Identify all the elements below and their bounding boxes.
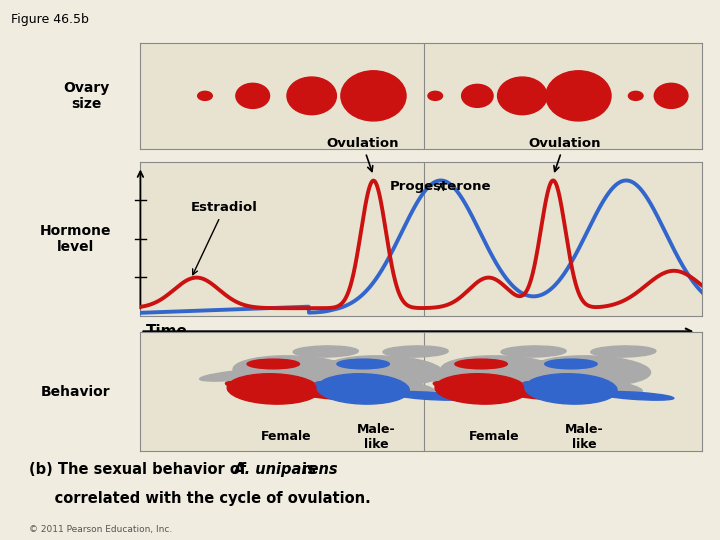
Ellipse shape — [498, 77, 547, 114]
Ellipse shape — [233, 376, 287, 393]
Text: Ovulation: Ovulation — [528, 137, 600, 172]
Ellipse shape — [591, 346, 656, 357]
Ellipse shape — [523, 382, 567, 394]
Ellipse shape — [323, 376, 377, 393]
Text: (b) The sexual behavior of: (b) The sexual behavior of — [29, 462, 251, 477]
Text: correlated with the cycle of ovulation.: correlated with the cycle of ovulation. — [29, 491, 371, 507]
Ellipse shape — [462, 84, 493, 107]
Text: Hormone
level: Hormone level — [40, 224, 112, 254]
Text: Behavior: Behavior — [41, 384, 110, 399]
Ellipse shape — [455, 359, 508, 369]
Ellipse shape — [198, 91, 212, 100]
Ellipse shape — [441, 356, 561, 386]
Ellipse shape — [531, 376, 585, 393]
Text: Ovulation: Ovulation — [326, 137, 398, 172]
Ellipse shape — [228, 374, 320, 404]
Ellipse shape — [289, 369, 372, 381]
Ellipse shape — [233, 356, 353, 386]
Ellipse shape — [441, 376, 495, 393]
Ellipse shape — [433, 382, 477, 394]
Ellipse shape — [383, 346, 448, 357]
Ellipse shape — [525, 374, 617, 404]
Text: Estradiol: Estradiol — [191, 201, 258, 275]
Ellipse shape — [247, 359, 300, 369]
Ellipse shape — [654, 83, 688, 109]
Text: © 2011 Pearson Education, Inc.: © 2011 Pearson Education, Inc. — [29, 524, 172, 534]
Ellipse shape — [531, 356, 651, 386]
Ellipse shape — [225, 382, 269, 394]
Ellipse shape — [428, 91, 443, 100]
Text: is: is — [297, 462, 315, 477]
Ellipse shape — [509, 392, 584, 400]
Ellipse shape — [501, 346, 566, 357]
Ellipse shape — [199, 369, 282, 381]
Ellipse shape — [629, 91, 643, 100]
Ellipse shape — [317, 374, 409, 404]
Text: Progesterone: Progesterone — [390, 180, 492, 193]
Text: Male-
like: Male- like — [564, 423, 603, 451]
Ellipse shape — [281, 377, 345, 393]
Ellipse shape — [371, 377, 434, 393]
Ellipse shape — [323, 356, 443, 386]
Text: Ovary
size: Ovary size — [63, 81, 109, 111]
Text: Figure 46.5b: Figure 46.5b — [11, 14, 89, 26]
Text: Female: Female — [469, 430, 520, 443]
Text: A. uniparens: A. uniparens — [234, 462, 338, 477]
Text: Time: Time — [146, 324, 188, 339]
Text: Female: Female — [261, 430, 312, 443]
Ellipse shape — [337, 359, 390, 369]
Ellipse shape — [599, 392, 674, 400]
Ellipse shape — [578, 377, 642, 393]
Ellipse shape — [302, 392, 376, 400]
Ellipse shape — [435, 374, 527, 404]
Ellipse shape — [287, 77, 336, 114]
Ellipse shape — [341, 71, 406, 121]
Ellipse shape — [236, 83, 269, 109]
Ellipse shape — [408, 369, 490, 381]
Ellipse shape — [488, 377, 552, 393]
Ellipse shape — [293, 346, 359, 357]
Ellipse shape — [392, 392, 466, 400]
Text: Male-
like: Male- like — [357, 423, 395, 451]
Ellipse shape — [546, 71, 611, 121]
Ellipse shape — [545, 359, 597, 369]
Ellipse shape — [315, 382, 359, 394]
Ellipse shape — [498, 369, 579, 381]
